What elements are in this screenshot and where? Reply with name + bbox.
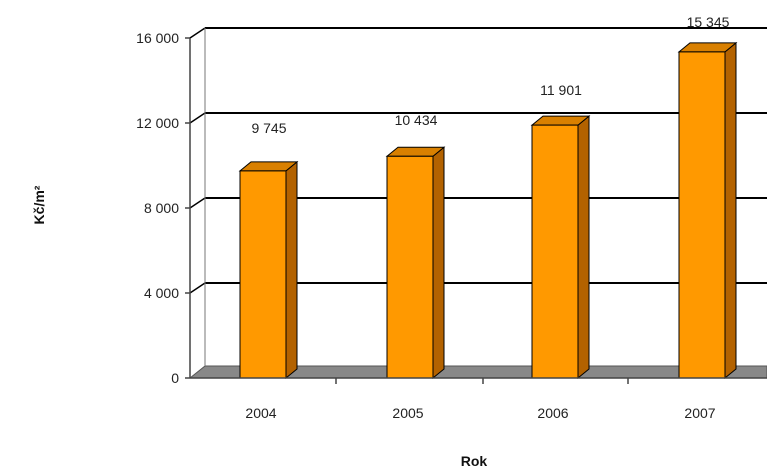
x-tick-label: 2004	[245, 405, 276, 421]
bar-front	[239, 170, 287, 379]
data-label: 11 901	[540, 82, 582, 98]
y-tick-label: 12 000	[136, 115, 179, 131]
gridline-diagonal	[189, 112, 206, 124]
y-tick-label: 16 000	[136, 30, 179, 46]
bar-side	[285, 160, 298, 380]
data-label: 9 745	[251, 120, 286, 136]
y-tick-label: 0	[171, 370, 179, 386]
x-tick-label: 2006	[537, 405, 568, 421]
data-label: 15 345	[687, 14, 730, 30]
data-label: 10 434	[395, 112, 438, 128]
data-labels: 9 745 10 434 11 901 15 345	[251, 14, 729, 136]
bar-front	[531, 124, 579, 379]
gridlines	[189, 27, 767, 366]
value-axis: 0 4 000 8 000 12 000 16 000	[136, 30, 191, 386]
bar-front	[386, 155, 434, 379]
x-tick-label: 2007	[684, 405, 715, 421]
gridline-diagonal	[189, 27, 206, 39]
y-tick-label: 8 000	[144, 200, 179, 216]
bar-2004	[238, 160, 299, 380]
y-tick-label: 4 000	[144, 285, 179, 301]
bar-side	[724, 41, 737, 380]
y-axis-title: Kč/m²	[31, 185, 47, 224]
bar-front	[678, 51, 726, 379]
bar-2005	[385, 146, 446, 380]
gridline-diagonal	[189, 282, 206, 294]
x-axis-title: Rok	[461, 453, 488, 469]
category-axis: 2004 2005 2006 2007	[190, 377, 767, 421]
bar-2007	[677, 41, 738, 380]
bars	[238, 41, 738, 380]
bar-side	[432, 146, 445, 380]
x-tick-label: 2005	[392, 405, 423, 421]
gridline-diagonal	[189, 197, 206, 209]
bar-2006	[530, 115, 591, 380]
bar-side	[577, 115, 590, 380]
